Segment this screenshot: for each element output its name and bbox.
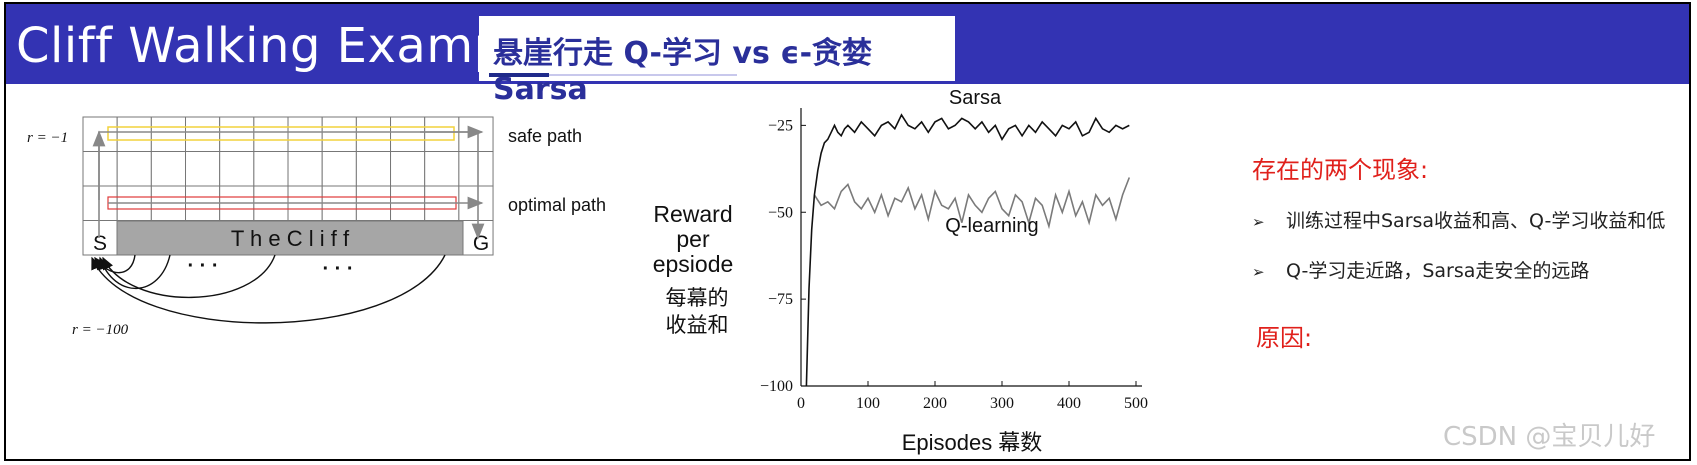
y-tick-label: −25 xyxy=(768,117,793,134)
grid-cell xyxy=(82,116,118,152)
grid-cell xyxy=(355,151,392,187)
subtitle-underline xyxy=(489,74,737,76)
series-label-sarsa: Sarsa xyxy=(949,87,1002,109)
series-label-q-learning: Q-learning xyxy=(945,215,1038,237)
chart-axes: 0 100 200 300 400 500 −25 −50 −75 −100 xyxy=(760,108,1148,412)
observation-text: 训练过程中Sarsa收益和高、Q-学习收益和低 xyxy=(1286,210,1666,232)
observation-item: ➢ 训练过程中Sarsa收益和高、Q-学习收益和低 xyxy=(1252,206,1665,233)
grid-cell xyxy=(219,151,255,187)
cliff-fall-arrows xyxy=(91,254,446,324)
y-axis-label-line2: per xyxy=(676,226,710,252)
x-tick-label: 500 xyxy=(1124,395,1148,412)
grid-cell xyxy=(390,151,426,187)
grid-cell xyxy=(116,116,152,152)
y-axis-label-line1: Reward xyxy=(653,201,732,227)
grid-cell xyxy=(287,151,323,187)
grid-cell xyxy=(82,151,118,187)
y-axis-label-cn-line1: 每幕的 xyxy=(666,286,729,310)
grid-cell xyxy=(287,116,323,152)
y-tick-label: −50 xyxy=(768,204,793,221)
x-tick-label: 200 xyxy=(923,395,947,412)
grid-cell xyxy=(253,151,289,187)
cliff-dots-1: · · · xyxy=(187,255,218,277)
subtitle-box: 悬崖行走 Q-学习 vs ϵ-贪婪Sarsa xyxy=(479,16,955,107)
y-axis-label-cn-line2: 收益和 xyxy=(666,313,729,337)
x-tick-label: 400 xyxy=(1057,395,1081,412)
grid-cell xyxy=(355,116,392,152)
slide-frame xyxy=(4,2,1691,461)
cliff-label: T h e C l i f f xyxy=(231,226,350,251)
slide-subtitle: 悬崖行走 Q-学习 vs ϵ-贪婪Sarsa xyxy=(493,36,873,107)
x-tick-label: 100 xyxy=(856,395,880,412)
grid-cell xyxy=(185,151,221,187)
grid-cell xyxy=(458,151,494,187)
csdn-watermark: CSDN @宝贝儿好 xyxy=(1443,422,1656,452)
series-line-q-learning xyxy=(813,177,1131,230)
reward-cliff-label: r = −100 xyxy=(72,322,129,338)
subtitle-underline-accent xyxy=(489,73,549,77)
grid-cell xyxy=(116,151,152,187)
cliff-gridworld: T h e C l i f f S G safe path optimal pa… xyxy=(27,116,606,338)
safe-path-label: safe path xyxy=(508,126,582,146)
bullet-arrow-icon: ➢ xyxy=(1252,213,1265,231)
cliff-region xyxy=(116,220,464,256)
observations-title: 存在的两个现象: xyxy=(1252,156,1429,184)
bullet-arrow-icon: ➢ xyxy=(1252,263,1265,281)
y-tick-label: −100 xyxy=(760,378,793,395)
grid-cell xyxy=(424,151,460,187)
observation-item: ➢ Q-学习走近路，Sarsa走安全的远路 xyxy=(1252,256,1589,283)
y-axis-label-line3: epsiode xyxy=(653,251,734,277)
x-axis-label: Episodes 幕数 xyxy=(902,430,1043,455)
grid-cell xyxy=(219,116,255,152)
start-label: S xyxy=(93,232,107,255)
header-bar: Cliff Walking Example 悬崖行走 Q-学习 vs ϵ-贪婪S… xyxy=(6,4,1691,107)
cliff-dots-2: · · · xyxy=(322,258,353,280)
grid-cell xyxy=(150,116,187,152)
grid-cell xyxy=(321,151,357,187)
slide-title: Cliff Walking Example xyxy=(16,18,549,74)
grid-cell xyxy=(185,116,221,152)
safe-path-box xyxy=(107,126,455,141)
grid-cell xyxy=(424,116,460,152)
x-tick-label: 300 xyxy=(990,395,1014,412)
grid-cell xyxy=(458,116,494,152)
grid-cell xyxy=(253,116,289,152)
y-tick-label: −75 xyxy=(768,291,793,308)
observation-text: Q-学习走近路，Sarsa走安全的远路 xyxy=(1286,260,1590,282)
series-line-sarsa xyxy=(805,113,1130,387)
optimal-path-label: optimal path xyxy=(508,195,606,215)
grid-cell xyxy=(150,151,187,187)
reward-step-label: r = −1 xyxy=(27,130,68,146)
grid-cell xyxy=(321,116,357,152)
reward-chart: Reward per epsiode 每幕的 收益和 Episodes 幕数 0… xyxy=(653,87,1148,455)
goal-label: G xyxy=(473,232,489,255)
x-tick-label: 0 xyxy=(797,395,805,412)
reason-label: 原因: xyxy=(1256,324,1313,352)
grid-cell xyxy=(390,116,426,152)
